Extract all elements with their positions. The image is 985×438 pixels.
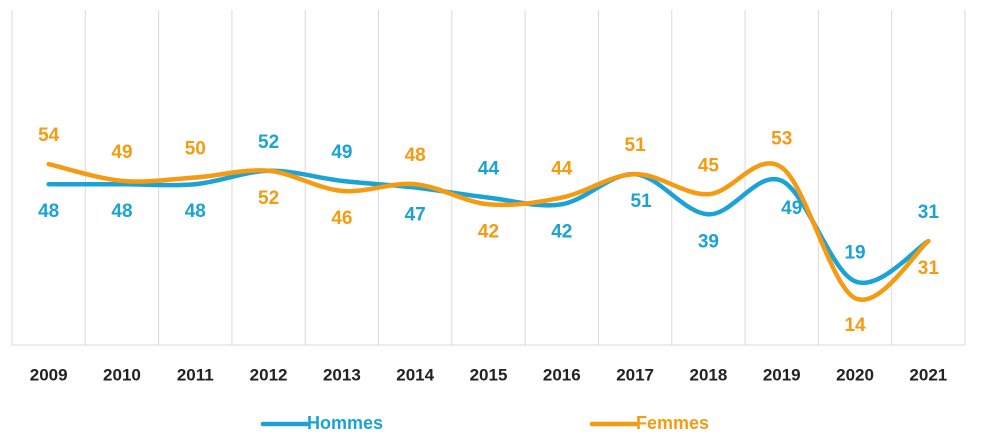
data-label: 39 — [698, 231, 719, 252]
x-tick-label: 2017 — [616, 365, 654, 384]
x-tick-label: 2021 — [909, 365, 947, 384]
legend-label: Femmes — [636, 413, 709, 433]
x-tick-label: 2019 — [763, 365, 801, 384]
data-label: 52 — [258, 188, 279, 209]
data-label: 52 — [258, 132, 279, 153]
data-label: 48 — [38, 201, 59, 222]
x-tick-label: 2009 — [30, 365, 68, 384]
data-label: 51 — [631, 191, 653, 212]
series-line — [46, 168, 931, 286]
data-label: 48 — [111, 201, 132, 222]
data-label: 48 — [185, 201, 206, 222]
data-label: 45 — [698, 155, 720, 176]
x-tick-label: 2020 — [836, 365, 874, 384]
data-label: 47 — [405, 205, 426, 226]
data-label: 49 — [111, 142, 132, 163]
x-tick-label: 2012 — [250, 365, 288, 384]
data-label: 48 — [405, 145, 426, 166]
data-label: 44 — [478, 159, 500, 180]
data-label: 31 — [918, 258, 940, 279]
data-label: 42 — [551, 221, 572, 242]
x-tick-label: 2015 — [470, 365, 508, 384]
data-label: 42 — [478, 221, 499, 242]
data-label: 14 — [844, 315, 866, 336]
data-label: 31 — [918, 202, 940, 223]
x-tick-label: 2018 — [690, 365, 728, 384]
x-tick-label: 2014 — [396, 365, 434, 384]
data-label: 53 — [771, 128, 792, 149]
x-tick-label: 2013 — [323, 365, 361, 384]
series-line — [46, 161, 931, 302]
data-label: 49 — [781, 198, 802, 219]
x-tick-label: 2011 — [177, 365, 214, 384]
x-tick-label: 2016 — [543, 365, 581, 384]
legend-label: Hommes — [307, 413, 383, 433]
data-label: 19 — [844, 242, 865, 263]
data-label: 54 — [38, 125, 60, 146]
data-label: 50 — [185, 139, 206, 160]
x-tick-label: 2010 — [103, 365, 141, 384]
data-label: 49 — [331, 142, 352, 163]
data-label: 51 — [625, 135, 647, 156]
data-label: 46 — [331, 208, 352, 229]
data-label: 44 — [551, 159, 573, 180]
